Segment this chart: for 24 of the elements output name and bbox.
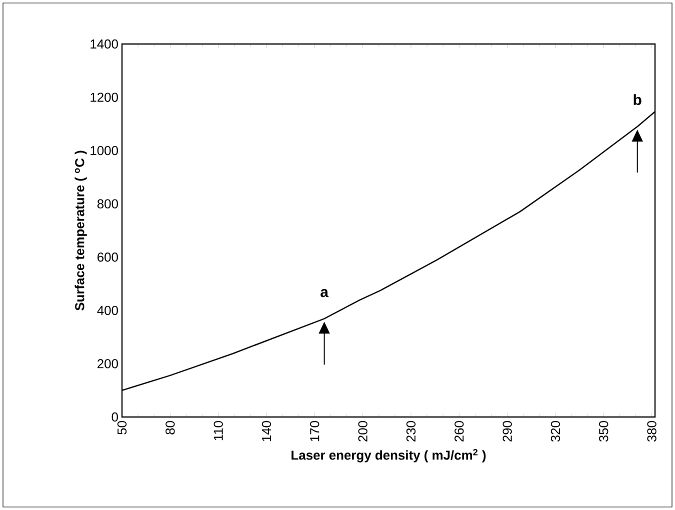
x-axis-title: Laser energy density ( mJ/cm$^{2}$ ): [292, 448, 486, 462]
y-axis-title: Surface temperature ( $^{o}$C ): [74, 150, 87, 311]
y-tick-label: 1400: [90, 39, 118, 49]
x-tick-label: 290: [502, 421, 512, 442]
x-tick-label: 230: [406, 421, 416, 442]
y-tick-label: 600: [98, 252, 118, 262]
annotation: b: [634, 94, 642, 106]
x-tick-label: 80: [166, 421, 175, 434]
x-tick-label: 350: [599, 421, 608, 442]
x-tick-label: 140: [262, 421, 272, 442]
x-tick-label: 170: [310, 421, 320, 442]
y-tick-label: 0: [112, 412, 118, 422]
annotation: a: [320, 288, 329, 298]
x-tick-label: 260: [454, 421, 464, 442]
x-tick-label: 320: [550, 421, 560, 442]
y-tick-label: 800: [97, 199, 118, 208]
y-tick-label: 1200: [90, 92, 118, 102]
x-tick-label: 380: [647, 421, 656, 442]
y-tick-label: 400: [97, 306, 118, 316]
y-tick-label: 200: [98, 359, 118, 368]
y-tick-label: 1000: [90, 146, 118, 156]
x-tick-label: 110: [214, 421, 223, 440]
x-tick-label: 50: [117, 421, 127, 434]
x-tick-label: 200: [358, 421, 368, 442]
